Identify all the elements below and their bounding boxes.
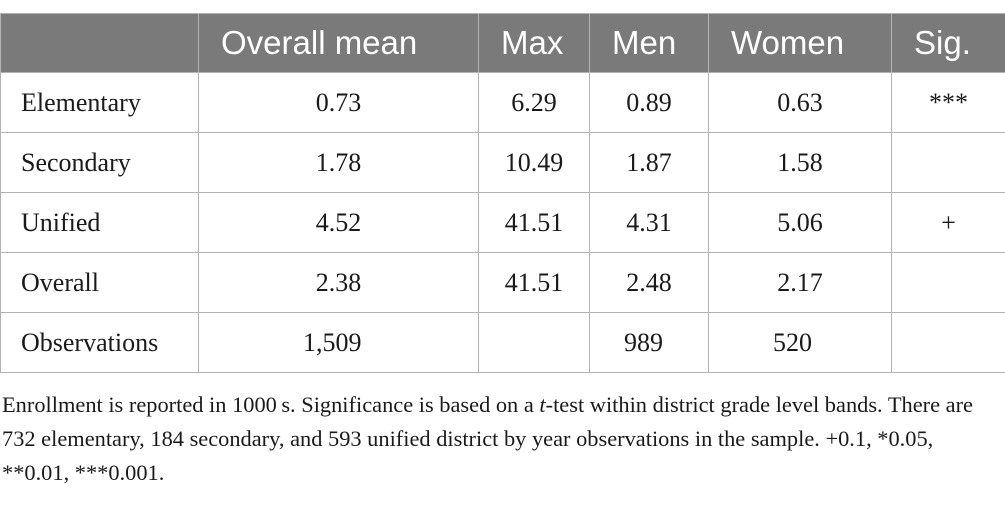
cell-overall-mean: 2.38 [198, 252, 479, 313]
table-row: Observations 1,509 989 520 [0, 312, 1005, 373]
cell-men: 1.87 [589, 132, 709, 193]
cell-max: 6.29 [478, 72, 590, 133]
cell-sig [891, 312, 1005, 373]
header-cell-overall-mean: Overall mean [198, 13, 479, 73]
header-cell-max: Max [478, 13, 590, 73]
row-label: Observations [0, 312, 199, 373]
table-row: Elementary 0.73 6.29 0.89 0.63 *** [0, 72, 1005, 133]
cell-max [478, 312, 590, 373]
cell-overall-mean: 0.73 [198, 72, 479, 133]
cell-sig: + [891, 192, 1005, 253]
cell-women: 2.17 [708, 252, 892, 313]
header-cell-women: Women [708, 13, 892, 73]
cell-max: 41.51 [478, 252, 590, 313]
row-label: Overall [0, 252, 199, 313]
cell-men: 989 [589, 312, 709, 373]
cell-sig [891, 132, 1005, 193]
cell-overall-mean: 4.52 [198, 192, 479, 253]
cell-overall-mean: 1,509 [198, 312, 479, 373]
cell-men: 0.89 [589, 72, 709, 133]
header-row: Overall mean Max Men Women Sig. [0, 13, 1005, 73]
footnote-text-end: -test within district grade level bands.… [2, 392, 973, 485]
cell-women: 0.63 [708, 72, 892, 133]
cell-men: 2.48 [589, 252, 709, 313]
cell-men: 4.31 [589, 192, 709, 253]
cell-women: 520 [708, 312, 892, 373]
table-row: Secondary 1.78 10.49 1.87 1.58 [0, 132, 1005, 193]
cell-women: 1.58 [708, 132, 892, 193]
cell-sig [891, 252, 1005, 313]
table-row: Overall 2.38 41.51 2.48 2.17 [0, 252, 1005, 313]
cell-max: 10.49 [478, 132, 590, 193]
cell-max: 41.51 [478, 192, 590, 253]
header-cell-sig: Sig. [891, 13, 1005, 73]
row-label: Elementary [0, 72, 199, 133]
cell-sig: *** [891, 72, 1005, 133]
row-label: Unified [0, 192, 199, 253]
row-label: Secondary [0, 132, 199, 193]
header-cell-men: Men [589, 13, 709, 73]
footnote-text-start: Enrollment is reported in 1000 s. Signif… [2, 392, 540, 417]
table-footnote: Enrollment is reported in 1000 s. Signif… [2, 388, 1002, 490]
footnote-t-italic: t [539, 392, 546, 417]
cell-women: 5.06 [708, 192, 892, 253]
cell-overall-mean: 1.78 [198, 132, 479, 193]
header-cell-empty [0, 13, 199, 73]
table-row: Unified 4.52 41.51 4.31 5.06 + [0, 192, 1005, 253]
enrollment-table: Overall mean Max Men Women Sig. Elementa… [0, 13, 1005, 373]
